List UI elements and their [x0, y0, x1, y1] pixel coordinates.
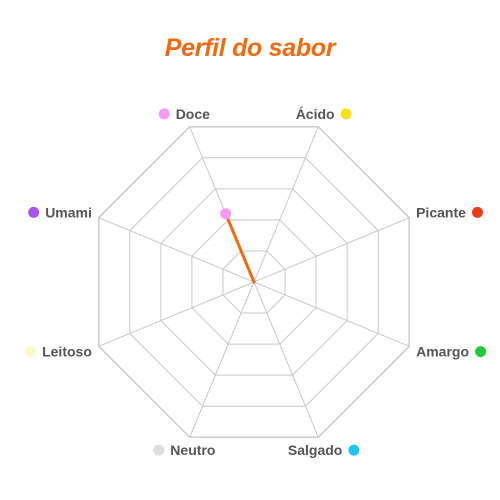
chart-title: Perfil do sabor — [164, 34, 336, 62]
legend-dot-picante — [472, 206, 483, 218]
data-point-doce — [220, 208, 232, 220]
axis-label-text: Neutro — [170, 442, 215, 458]
spoke-neutro — [189, 281, 255, 438]
spoke-salgado — [253, 281, 319, 438]
axis-label-text: Leitoso — [42, 344, 92, 360]
axis-label-amargo: Amargo — [416, 344, 487, 360]
axis-label-umami: Umami — [28, 204, 92, 220]
radar-axis-labels: Doce Ácido Picante Amargo Salgado Neutro Leito… — [25, 106, 487, 458]
axis-label-doce: Doce — [158, 106, 210, 122]
axis-label-text: Doce — [176, 106, 210, 122]
spoke-umami — [98, 217, 255, 283]
spoke-leitoso — [98, 281, 255, 347]
radar-series — [220, 208, 256, 284]
axis-label-text: Picante — [416, 204, 466, 220]
legend-dot-doce — [158, 108, 170, 120]
legend-dot-salgado — [348, 444, 360, 456]
series-line-doce — [224, 212, 256, 284]
legend-dot-leitoso — [25, 346, 37, 358]
spoke-amargo — [253, 281, 410, 347]
axis-label-picante: Picante — [416, 204, 483, 220]
legend-dot-umami — [28, 206, 40, 218]
spoke-ácido — [253, 126, 319, 283]
axis-label-text: Salgado — [288, 442, 342, 458]
axis-label-ácido: Ácido — [296, 106, 352, 122]
radar-spokes — [98, 126, 410, 438]
axis-label-salgado: Salgado — [288, 442, 360, 458]
axis-label-text: Umami — [45, 204, 92, 220]
legend-dot-ácido — [340, 108, 352, 120]
axis-label-text: Ácido — [296, 106, 335, 122]
legend-dot-neutro — [153, 444, 165, 456]
axis-label-neutro: Neutro — [153, 442, 215, 458]
legend-dot-amargo — [475, 346, 487, 358]
spoke-picante — [253, 217, 410, 283]
axis-label-text: Amargo — [416, 344, 469, 360]
axis-label-leitoso: Leitoso — [25, 344, 92, 360]
